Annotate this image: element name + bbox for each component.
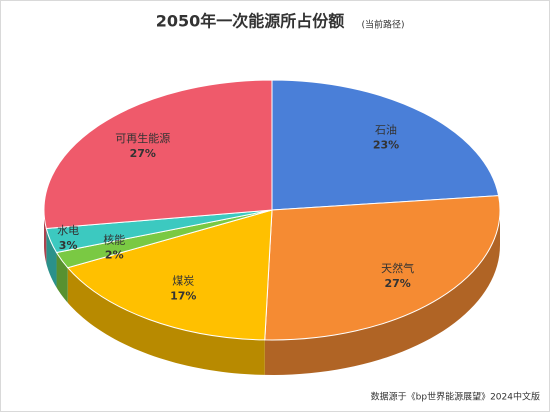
slice-value-label: 23%	[373, 138, 399, 151]
pie-tops	[43, 79, 501, 341]
slice-value-label: 3%	[59, 239, 78, 252]
slice-label: 核能	[103, 233, 125, 247]
slice-value-label: 17%	[170, 290, 196, 303]
slice-label: 可再生能源	[115, 131, 170, 145]
pie-slice	[271, 79, 500, 211]
slice-side	[46, 228, 57, 288]
pie-slice	[43, 79, 273, 230]
slice-value-label: 27%	[384, 277, 410, 290]
pie-slice	[264, 195, 501, 341]
slice-side	[264, 210, 500, 375]
slice-label: 煤炭	[172, 275, 194, 288]
slice-label: 水电	[57, 224, 79, 237]
slice-value-label: 27%	[130, 147, 156, 160]
source-note: 数据源于《bp世界能源展望》2024中文版	[371, 391, 540, 403]
pie-labels: 石油 23% 天然气 27% 煤炭 17% 核能 2% 水电 3% 可再生能源 27%	[57, 122, 414, 302]
slice-label: 石油	[375, 122, 397, 136]
chart-subtitle: (当前路径)	[361, 19, 404, 31]
slice-side	[44, 210, 47, 264]
slice-label: 天然气	[381, 261, 414, 275]
chart-title: 2050年一次能源所占份额	[156, 12, 345, 31]
slice-side	[67, 267, 265, 375]
pie-slice	[66, 209, 273, 341]
slice-value-label: 2%	[105, 249, 124, 262]
